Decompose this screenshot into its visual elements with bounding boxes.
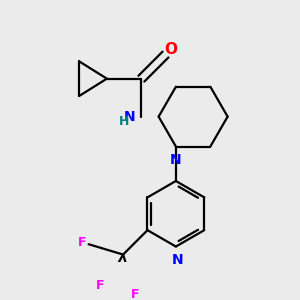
Text: N: N bbox=[170, 153, 182, 167]
Text: H: H bbox=[119, 115, 129, 128]
Text: F: F bbox=[95, 279, 104, 292]
Text: N: N bbox=[124, 110, 135, 124]
Text: F: F bbox=[78, 236, 87, 249]
Text: F: F bbox=[131, 288, 140, 300]
Text: N: N bbox=[172, 254, 183, 267]
Text: O: O bbox=[164, 42, 177, 57]
